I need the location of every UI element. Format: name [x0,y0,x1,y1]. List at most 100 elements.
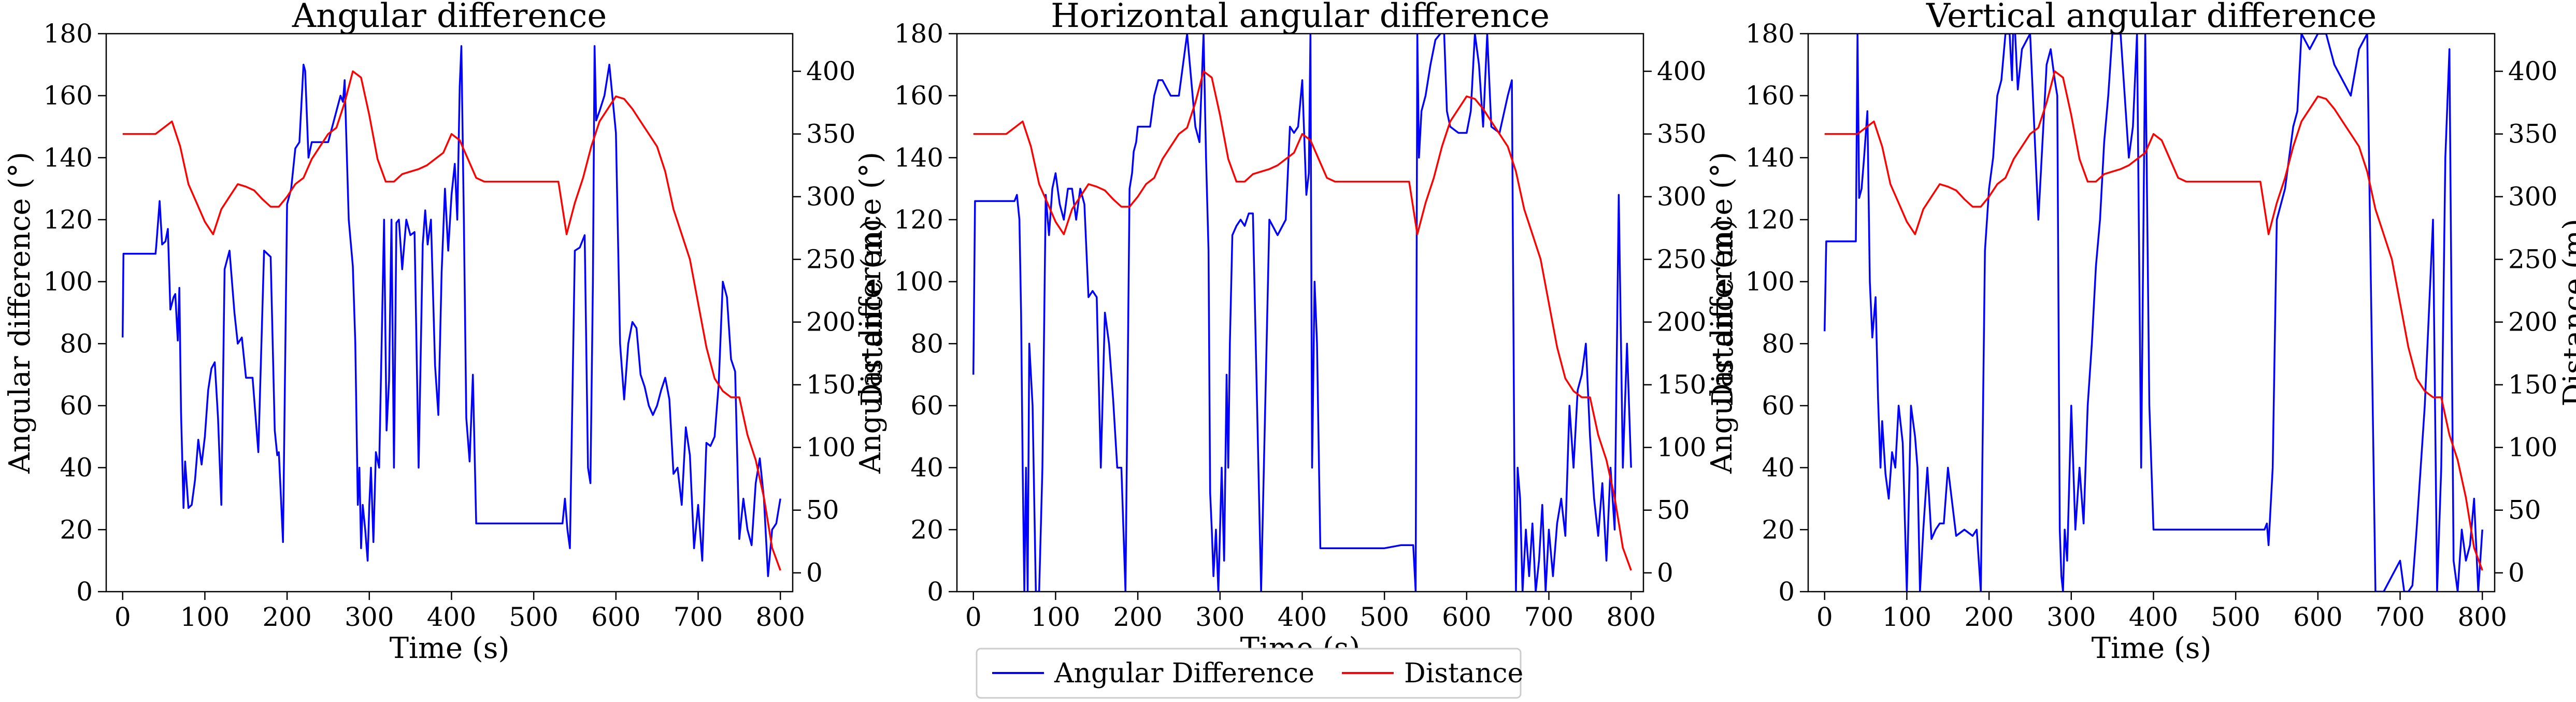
y-tick-label: 140 [1745,142,1795,173]
x-tick-label: 0 [965,602,982,632]
x-tick-label: 700 [2375,602,2425,632]
chart-panel-2: 0 100 200 300 400 500 600 700 800020406080100120… [854,0,1740,665]
y-tick-label: 20 [1762,514,1795,545]
series-line-distance [973,70,1632,571]
y-tick-label: 40 [910,453,943,483]
y2-tick-label: 150 [1657,370,1706,400]
x-tick-label: 300 [2047,602,2096,632]
x-tick-label: 100 [180,602,230,632]
y2-tick-label: 50 [1657,495,1690,525]
y2-tick-label: 300 [806,182,855,212]
y2-tick-label: 100 [2508,433,2557,463]
y2-tick-label: 350 [1657,119,1706,149]
y-tick-label: 120 [1745,205,1795,235]
series-line-distance [122,70,781,571]
x-axis-label: Time (s) [2092,632,2212,665]
y2-tick-label: 250 [806,245,855,275]
y2-tick-label: 350 [2508,119,2557,149]
y2-tick-label: 0 [806,558,823,588]
y2-tick-label: 350 [806,119,855,149]
y2-tick-label: 250 [2508,245,2557,275]
x-tick-label: 200 [1964,602,2013,632]
chart-panel-1: 0 100 200 300 400 500 600 700 800020406080100120… [3,0,889,665]
x-tick-label: 700 [1524,602,1573,632]
y2-tick-label: 200 [1657,307,1706,337]
y2-axis-label: Distance (m) [1706,219,1740,407]
x-tick-label: 800 [755,602,805,632]
plot-frame [956,33,1644,593]
y-tick-label: 40 [60,453,93,483]
y-tick-label: 120 [44,205,93,235]
panel-title: Vertical angular difference [1926,0,2377,35]
y-tick-label: 100 [894,267,943,297]
series-line-angular-difference [1823,34,2483,592]
plot-frame [1807,33,2496,593]
y-tick-label: 20 [60,514,93,545]
y2-tick-label: 150 [2508,370,2557,400]
y2-tick-label: 200 [806,307,855,337]
y2-tick-label: 100 [806,433,855,463]
y-tick-label: 0 [927,577,943,607]
x-tick-label: 800 [2457,602,2507,632]
x-tick-label: 600 [591,602,640,632]
x-axis-label: Time (s) [390,632,510,665]
x-tick-label: 400 [1278,602,1327,632]
y-tick-label: 20 [910,514,943,545]
y-tick-label: 140 [894,142,943,173]
legend-frame [976,648,1522,699]
y2-tick-label: 0 [1657,558,1673,588]
y2-tick-label: 300 [1657,182,1706,212]
y2-tick-label: 200 [2508,307,2557,337]
x-tick-label: 500 [509,602,558,632]
y2-axis-label: Distance (m) [855,219,889,407]
x-tick-label: 800 [1606,602,1655,632]
y-tick-label: 80 [60,328,93,359]
x-tick-label: 0 [1816,602,1833,632]
y2-tick-label: 300 [2508,182,2557,212]
y-axis-label: Angular difference (°) [1705,152,1739,474]
x-tick-label: 400 [427,602,476,632]
legend-label-distance: Distance [1404,658,1523,689]
panel-title: Horizontal angular difference [1051,0,1550,35]
series-line-angular-difference [972,34,1632,592]
y-axis-label: Angular difference (°) [854,152,888,474]
y2-tick-label: 100 [1657,433,1706,463]
y-tick-label: 160 [1745,81,1795,111]
y-tick-label: 180 [894,19,943,49]
y-tick-label: 100 [44,267,93,297]
series-line-distance [1824,70,2483,571]
y2-tick-label: 50 [2508,495,2541,525]
x-tick-label: 600 [1442,602,1491,632]
y-tick-label: 140 [44,142,93,173]
x-tick-label: 700 [674,602,723,632]
y2-tick-label: 250 [1657,245,1706,275]
x-tick-label: 0 [115,602,131,632]
y-tick-label: 60 [1762,391,1795,421]
legend: Angular Difference Distance [976,648,1523,699]
series-line-angular-difference [121,45,781,577]
y-tick-label: 180 [44,19,93,49]
x-tick-label: 200 [1113,602,1162,632]
chart-panel-3: 0 100 200 300 400 500 600 700 800020406080100120… [1705,0,2576,665]
x-tick-label: 400 [2129,602,2178,632]
y-tick-label: 40 [1762,453,1795,483]
y2-axis-label: Distance (m) [2557,219,2576,407]
y-tick-label: 0 [76,577,93,607]
y2-tick-label: 400 [1657,56,1706,87]
y-axis-label: Angular difference (°) [3,152,37,474]
chart-panels: 0 100 200 300 400 500 600 700 800020406080100120… [3,0,2576,665]
y-tick-label: 180 [1745,19,1795,49]
y-tick-label: 160 [894,81,943,111]
x-tick-label: 500 [2211,602,2260,632]
y-tick-label: 160 [44,81,93,111]
y-tick-label: 80 [1762,328,1795,359]
panel-title: Angular difference [292,0,607,35]
y-tick-label: 100 [1745,267,1795,297]
y2-tick-label: 400 [2508,56,2557,87]
y2-tick-label: 0 [2508,558,2525,588]
y-tick-label: 120 [894,205,943,235]
x-tick-label: 100 [1031,602,1080,632]
x-tick-label: 300 [345,602,394,632]
x-tick-label: 600 [2293,602,2342,632]
